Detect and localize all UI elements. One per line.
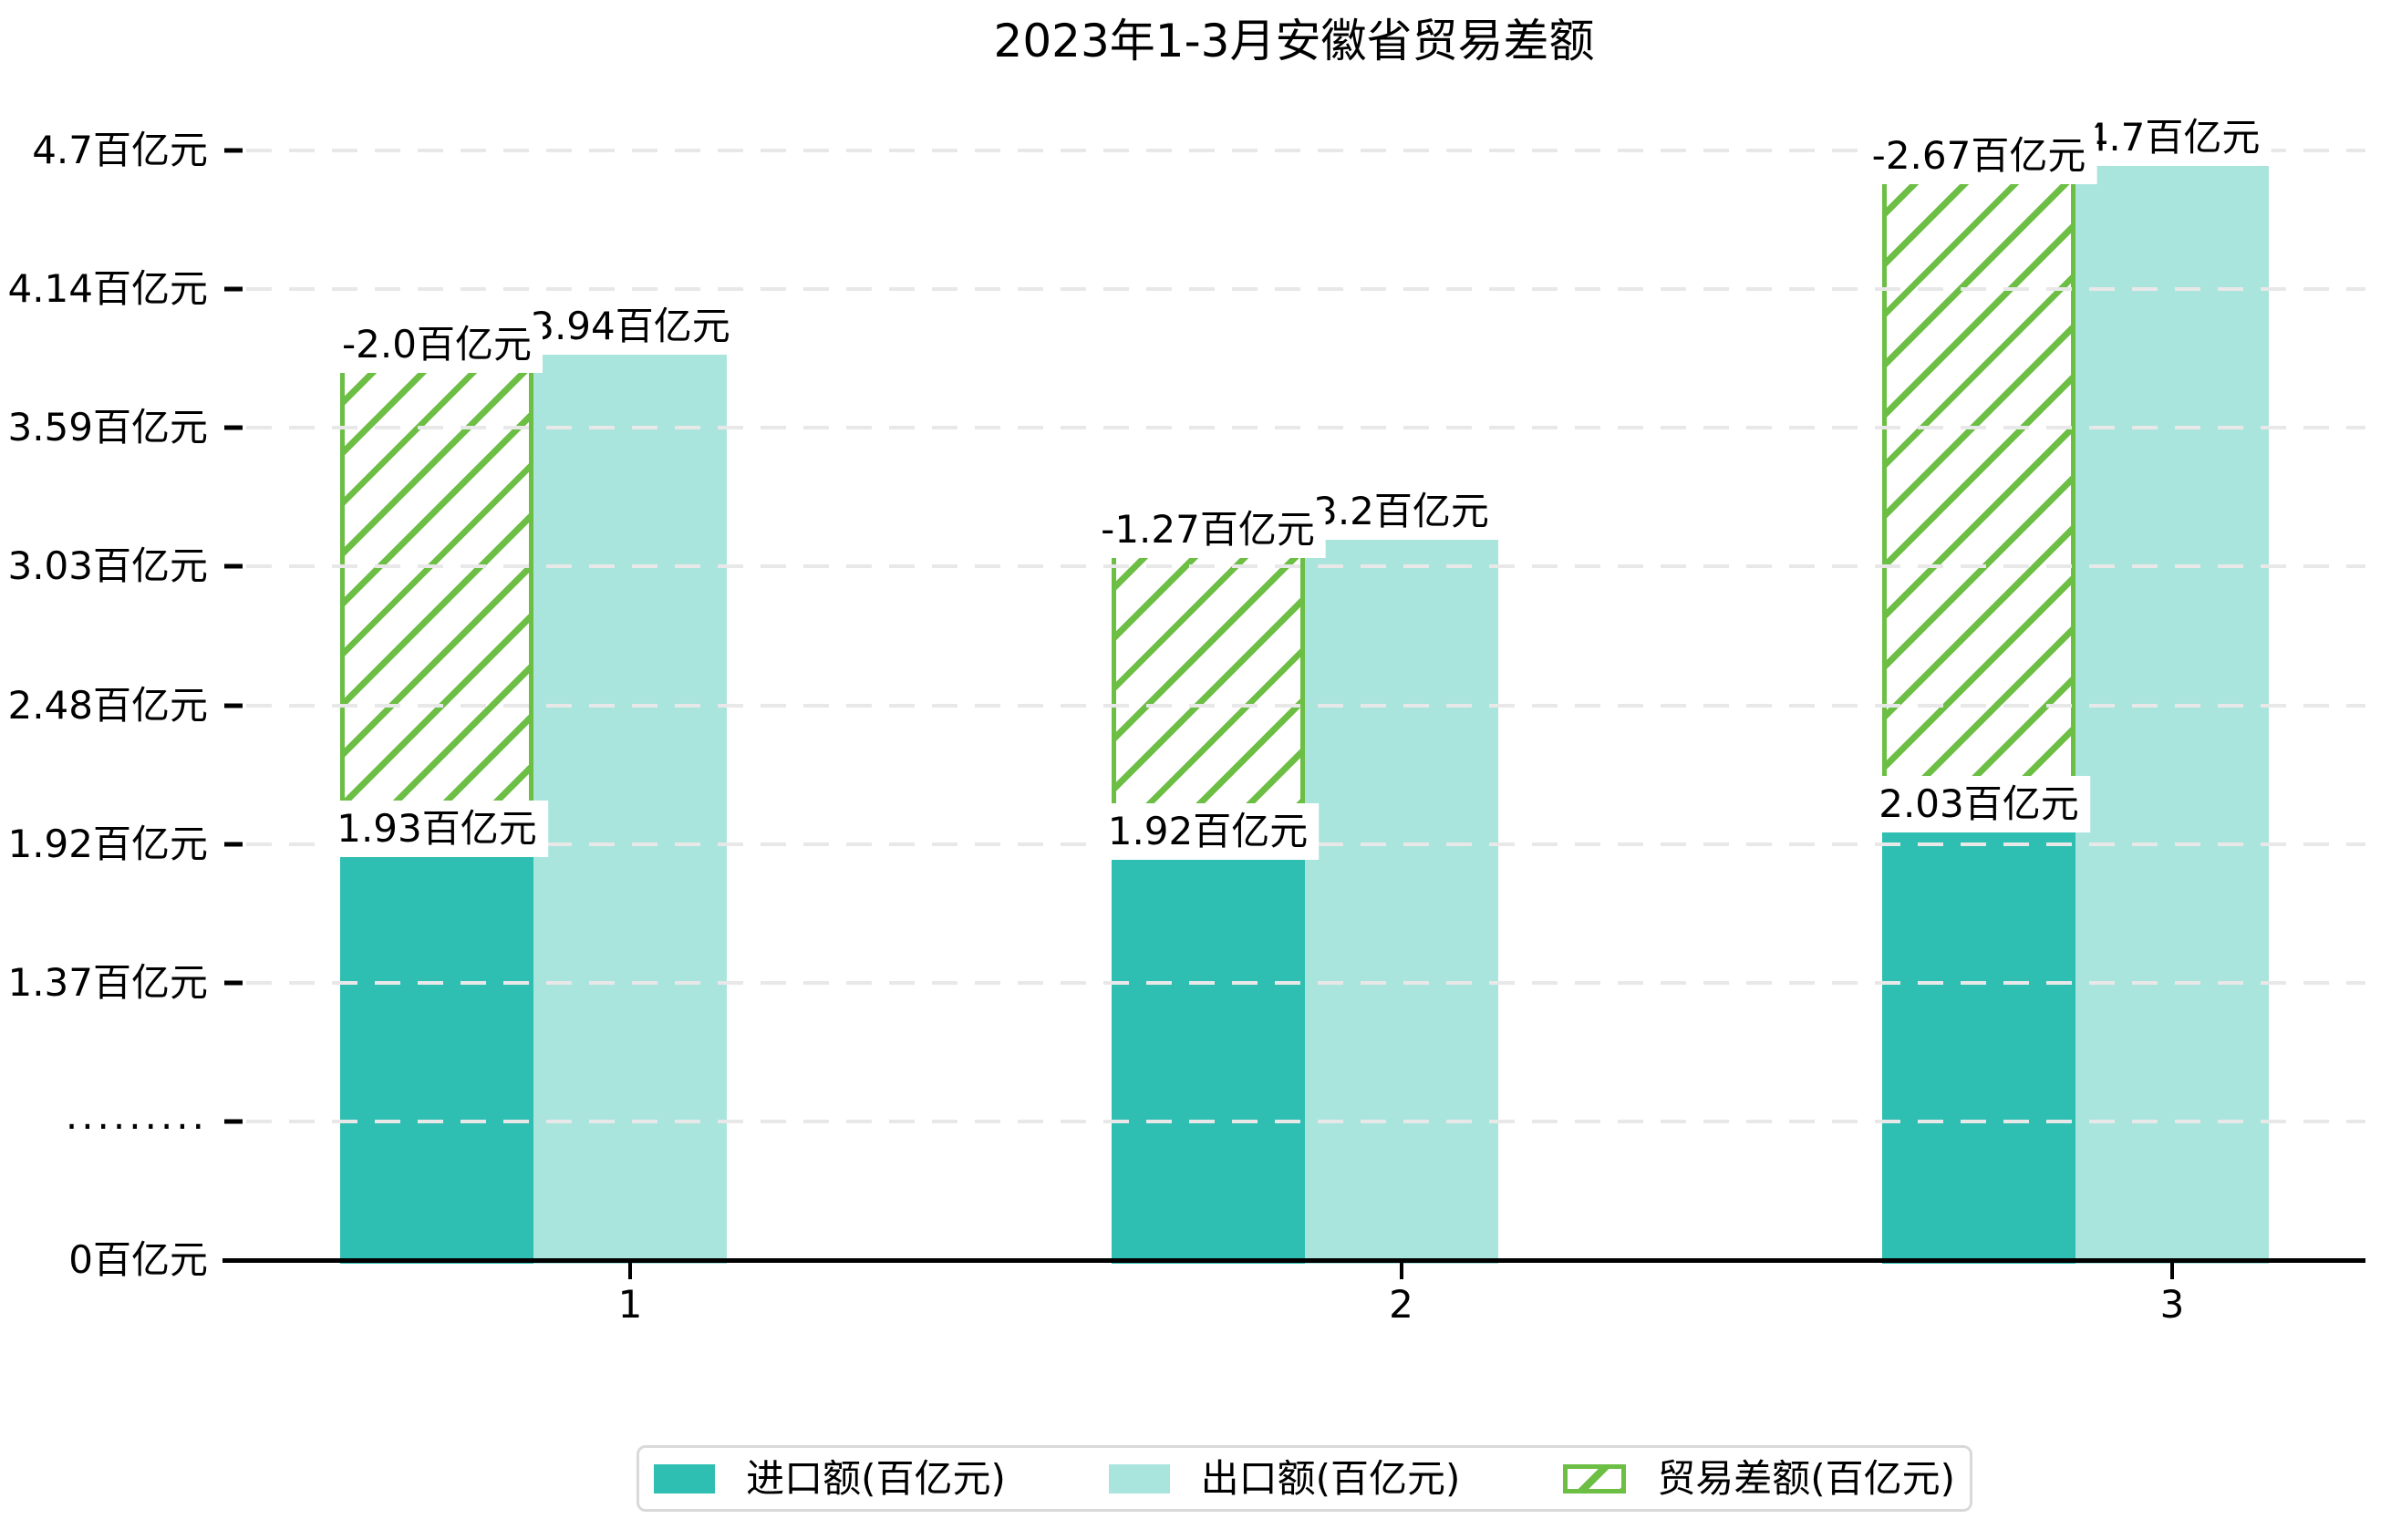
legend-label-import: 进口额(百亿元) [746,1455,1006,1501]
y-tick-mark-8 [224,148,243,153]
bar-import-month-3 [1882,832,2075,1264]
bar-export-month-3 [2075,166,2269,1264]
label-import-month-1: 1.93百亿元 [326,800,548,857]
x-tick-label-1: 1 [617,1282,643,1327]
y-tick-label-0: 0百亿元 [68,1237,208,1282]
x-tick-label-3: 3 [2159,1282,2185,1327]
x-axis-line [223,1258,2365,1263]
y-tick-label-3: 1.92百亿元 [7,821,208,866]
y-tick-label-7: 4.14百亿元 [7,266,208,312]
x-tick-mark-3 [2170,1263,2174,1279]
label-export-month-3: 4.7百亿元 [2073,109,2272,166]
x-tick-mark-1 [628,1263,632,1279]
bar-export-month-2 [1304,540,1498,1264]
y-gridline-dots [246,1119,2365,1123]
label-trade-balance-month-1: -2.0百亿元 [331,316,543,374]
y-tick-label-4: 2.48百亿元 [7,682,208,728]
x-tick-label-2: 2 [1389,1282,1413,1327]
bar-import-month-1 [340,856,533,1264]
y-gridline-2.48 [246,703,2365,708]
legend-swatch-import [654,1463,716,1493]
label-import-month-3: 2.03百亿元 [1868,775,2090,832]
y-tick-label-5: 3.03百亿元 [7,543,208,589]
x-tick-mark-2 [1399,1263,1403,1279]
legend-swatch-export [1108,1463,1170,1493]
bar-export-month-1 [533,355,727,1264]
label-export-month-1: 3.94百亿元 [519,298,741,356]
y-tick-mark-6 [224,425,243,430]
label-export-month-2: 3.2百亿元 [1302,483,1500,541]
label-import-month-2: 1.92百亿元 [1096,802,1320,860]
chart-title: 2023年1-3月安徽省贸易差额 [993,15,1595,67]
legend-label-export: 出口额(百亿元) [1200,1455,1461,1501]
legend-swatch-balance [1563,1463,1627,1493]
y-tick-mark-5 [224,563,243,569]
y-tick-label-6: 3.59百亿元 [7,405,208,450]
y-tick-mark-3 [224,842,243,847]
bar-trade-balance-month-3 [1882,166,2075,832]
y-tick-label-8: 4.7百亿元 [32,128,208,172]
chart-legend: 进口额(百亿元) 出口额(百亿元) 贸易差额(百亿元) [637,1445,1972,1512]
y-gridline-3.03 [246,564,2365,569]
y-gridline-4.14 [246,287,2365,292]
y-tick-label-1: ......... [65,1092,208,1138]
legend-label-balance: 贸易差额(百亿元) [1657,1455,1956,1501]
y-tick-label-2: 1.37百亿元 [7,959,208,1005]
bar-import-month-2 [1111,859,1305,1264]
y-gridline-4.7 [246,149,2365,152]
y-tick-mark-7 [224,286,243,292]
y-tick-mark-4 [224,703,243,708]
y-tick-mark-2 [224,980,243,986]
label-trade-balance-month-3: -2.67百亿元 [1860,128,2097,184]
label-trade-balance-month-2: -1.27百亿元 [1090,501,1326,559]
y-gridline-3.59 [246,426,2365,430]
bar-trade-balance-month-1 [340,355,533,857]
y-tick-mark-1 [224,1119,243,1124]
y-gridline-1.37 [246,980,2365,985]
